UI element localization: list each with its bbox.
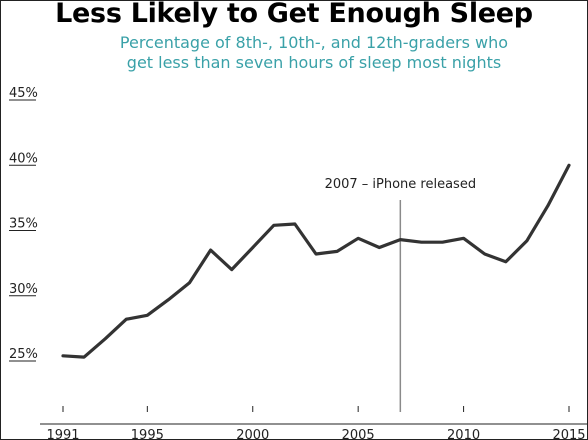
data-point-1997 [188, 281, 191, 284]
x-tick-label-2005: 2005 [342, 428, 375, 440]
y-tick-label-40: 40% [9, 151, 38, 166]
subtitle-line-1: Percentage of 8th-, 10th-, and 12th-grad… [119, 33, 509, 52]
data-point-2000 [251, 246, 254, 249]
data-point-2010 [462, 237, 465, 240]
data-point-2001 [272, 224, 276, 227]
data-point-2012 [504, 260, 507, 264]
data-point-2003 [314, 252, 318, 256]
x-tick-label-2010: 2010 [447, 428, 480, 440]
x-tick-label-1995: 1995 [131, 428, 164, 440]
y-tick-label-25: 25% [9, 347, 38, 362]
data-point-1992 [82, 355, 86, 359]
annotation-label: 2007 – iPhone released [325, 177, 477, 192]
data-point-2014 [546, 204, 550, 207]
data-point-2007 [399, 238, 402, 241]
data-point-1999 [230, 268, 233, 271]
data-point-2005 [356, 237, 360, 240]
series-line [61, 163, 571, 359]
data-point-1991 [61, 354, 65, 357]
data-point-2006 [378, 246, 381, 249]
y-tick-label-45: 45% [9, 86, 38, 101]
chart-title: Less Likely to Get Enough Sleep [55, 0, 533, 29]
data-point-1993 [103, 337, 107, 341]
subtitle-line-2: get less than seven hours of sleep most … [126, 53, 502, 72]
x-tick-label-1991: 1991 [46, 428, 79, 440]
data-point-2013 [525, 239, 529, 243]
data-point-2011 [483, 252, 486, 256]
data-point-1994 [125, 318, 128, 321]
data-point-2004 [335, 250, 339, 253]
data-point-1996 [167, 298, 170, 301]
y-tick-label-35: 35% [9, 217, 38, 232]
x-tick-label-2015: 2015 [552, 428, 585, 440]
chart-subtitle: Percentage of 8th-, 10th-, and 12th-grad… [40, 33, 588, 73]
data-point-2008 [420, 241, 423, 244]
data-point-1998 [209, 248, 212, 252]
data-point-2015 [567, 164, 571, 167]
data-point-2009 [441, 241, 444, 244]
data-point-1995 [146, 314, 149, 317]
y-tick-label-30: 30% [9, 282, 38, 297]
x-tick-label-2000: 2000 [236, 428, 269, 440]
data-point-2002 [293, 222, 297, 226]
